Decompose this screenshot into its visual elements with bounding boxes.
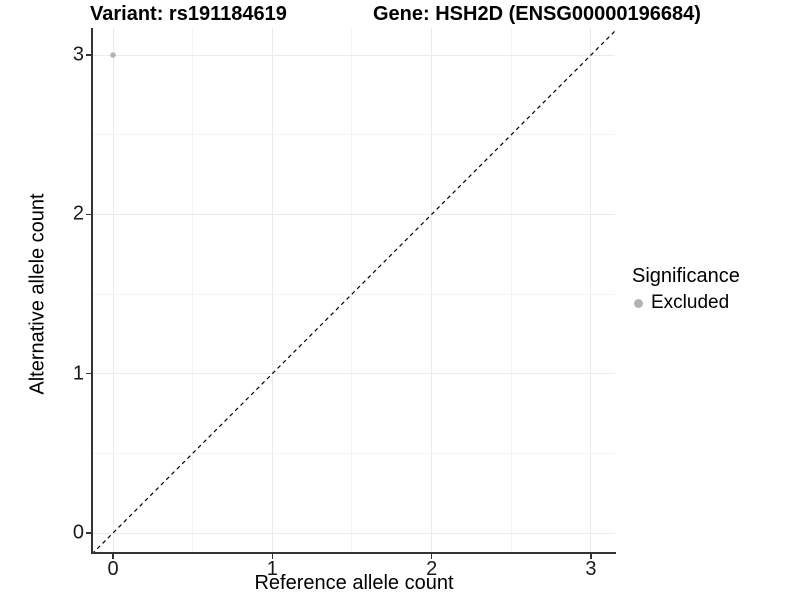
y-tick-mark (86, 213, 91, 216)
x-gridline-minor (351, 28, 353, 553)
y-axis-title: Alternative allele count (26, 193, 49, 395)
y-gridline-minor (93, 134, 615, 136)
y-gridline-major (93, 54, 615, 56)
x-gridline-major (112, 28, 114, 553)
plot-panel (93, 28, 615, 553)
x-axis-line (91, 552, 616, 554)
x-gridline-minor (192, 28, 194, 553)
legend: Significance Excluded (632, 265, 740, 314)
y-tick-label: 2 (72, 202, 84, 225)
legend-item-excluded: Excluded (632, 292, 740, 314)
x-axis-title: Reference allele count (254, 572, 454, 594)
x-gridline-major (590, 28, 592, 553)
x-tick-mark (112, 554, 114, 559)
plot-title-gene: Gene: HSH2D (ENSG00000196684) (373, 3, 701, 25)
y-gridline-minor (93, 293, 615, 295)
legend-title: Significance (632, 265, 740, 287)
x-tick-label: 1 (266, 558, 278, 580)
x-tick-mark (271, 554, 274, 559)
y-tick-mark (86, 54, 91, 56)
identity-reference-line (93, 30, 615, 553)
x-tick-mark (430, 554, 433, 559)
x-tick-label: 3 (585, 558, 597, 580)
legend-point-icon (634, 298, 643, 308)
y-tick-label: 1 (72, 362, 84, 385)
x-gridline-minor (510, 28, 512, 553)
y-axis-line (91, 28, 93, 554)
y-gridline-minor (93, 452, 615, 454)
x-gridline-major (431, 28, 433, 553)
y-tick-label: 0 (72, 521, 84, 544)
x-tick-mark (590, 554, 592, 559)
y-gridline-major (93, 213, 615, 215)
data-point (110, 52, 116, 58)
plot-title-variant: Variant: rs191184619 (90, 3, 287, 25)
x-tick-label: 0 (107, 558, 119, 580)
legend-item-label: Excluded (651, 292, 730, 313)
y-gridline-major (93, 373, 615, 375)
points-layer (93, 30, 615, 553)
y-gridline-major (93, 532, 615, 534)
y-tick-label: 3 (72, 43, 84, 66)
y-tick-mark (86, 372, 91, 375)
x-gridline-major (271, 28, 273, 553)
x-tick-label: 2 (426, 558, 438, 580)
y-tick-mark (86, 532, 91, 534)
